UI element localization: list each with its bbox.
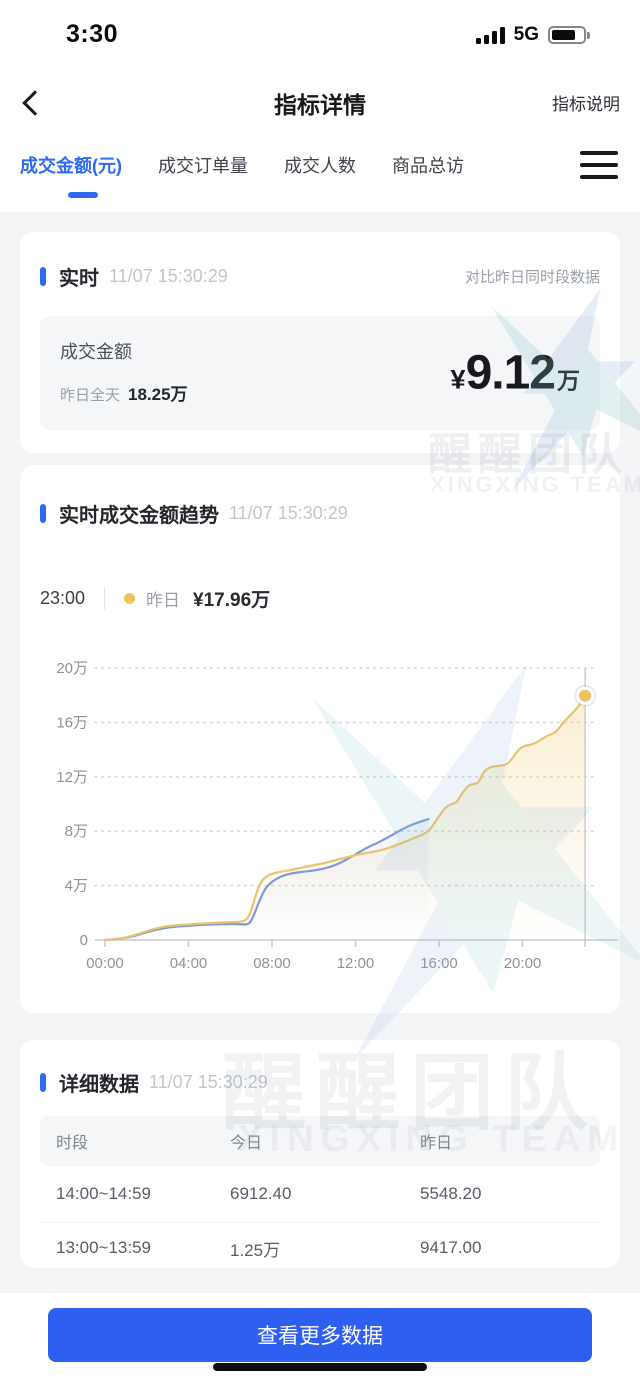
signal-icon <box>475 26 505 44</box>
trend-section-title: 实时成交金额趋势 <box>59 505 219 527</box>
col-header-today: 今日 <box>230 1135 263 1152</box>
trend-line-chart[interactable]: 0 4万 8万 12万 16万 20万 00:00 04:00 08:00 12:00 16:00 2… <box>20 465 620 1013</box>
trend-card: 实时成交金额趋势 11/07 15:30:29 23:00 昨日 ¥17.96万… <box>20 465 620 1013</box>
cell-today: 6912.40 <box>230 1184 292 1203</box>
svg-text:20:00: 20:00 <box>504 955 542 972</box>
metric-box: 成交金额 昨日全天 18.25万 ¥ 9.12 万 <box>40 316 600 430</box>
svg-text:16:00: 16:00 <box>420 955 458 972</box>
svg-text:4万: 4万 <box>65 878 88 895</box>
svg-text:8万: 8万 <box>65 823 88 840</box>
realtime-timestamp: 11/07 15:30:29 <box>109 266 228 286</box>
nav-header: 指标详情 指标说明 <box>0 70 640 135</box>
svg-text:00:00: 00:00 <box>86 955 124 972</box>
tooltip-time: 23:00 <box>40 588 86 608</box>
tooltip-divider <box>104 587 106 610</box>
col-header-period: 时段 <box>56 1135 89 1152</box>
tab-bar: 成交金额(元) 成交订单量 成交人数 商品总访 <box>0 135 640 212</box>
metric-label: 成交金额 <box>60 342 132 362</box>
active-tab-indicator <box>68 192 98 198</box>
tab-deal-amount[interactable]: 成交金额(元) <box>20 156 122 176</box>
svg-text:12:00: 12:00 <box>337 955 375 972</box>
realtime-card: 实时 11/07 15:30:29 对比昨日同时段数据 成交金额 昨日全天 18… <box>20 232 620 453</box>
battery-icon <box>548 26 590 44</box>
view-more-data-button[interactable]: 查看更多数据 <box>48 1308 592 1362</box>
tab-overflow-menu-button[interactable] <box>556 135 640 205</box>
svg-text:04:00: 04:00 <box>170 955 208 972</box>
yesterday-value: 18.25万 <box>128 385 188 404</box>
home-indicator <box>213 1363 427 1371</box>
cell-yesterday: 5548.20 <box>420 1184 482 1203</box>
footer: 查看更多数据 <box>0 1293 640 1385</box>
network-label: 5G <box>513 24 539 45</box>
chart-tooltip: 23:00 昨日 ¥17.96万 <box>40 585 270 612</box>
page-title: 指标详情 <box>274 92 366 118</box>
yesterday-label: 昨日全天 <box>60 387 121 404</box>
svg-text:20万: 20万 <box>56 660 88 677</box>
metric-value: ¥ 9.12 万 <box>451 346 580 401</box>
metric-help-link[interactable]: 指标说明 <box>552 95 620 114</box>
cell-today: 1.25万 <box>230 1240 281 1260</box>
cell-period: 13:00~13:59 <box>56 1238 152 1257</box>
detail-timestamp: 11/07 15:30:29 <box>149 1072 268 1092</box>
table-header: 时段 今日 昨日 <box>40 1116 600 1166</box>
table-row: 14:00~14:59 6912.40 5548.20 <box>40 1166 600 1222</box>
tab-buyer-count[interactable]: 成交人数 <box>284 156 356 176</box>
cell-yesterday: 9417.00 <box>420 1238 482 1257</box>
status-bar: 3:30 5G <box>0 0 640 70</box>
detail-section-title: 详细数据 <box>59 1074 139 1096</box>
detail-card: 详细数据 11/07 15:30:29 时段 今日 昨日 14:00~14:59… <box>20 1040 620 1268</box>
section-pill <box>40 504 46 523</box>
yesterday-series-dot-icon <box>124 593 136 604</box>
section-pill <box>40 1073 46 1092</box>
menu-icon <box>580 151 618 187</box>
tab-order-count[interactable]: 成交订单量 <box>158 156 248 176</box>
tooltip-value: ¥17.96万 <box>193 590 271 611</box>
section-pill <box>40 267 46 286</box>
svg-text:0: 0 <box>80 932 88 949</box>
table-row: 13:00~13:59 1.25万 9417.00 <box>40 1222 600 1268</box>
cell-period: 14:00~14:59 <box>56 1184 152 1203</box>
svg-text:08:00: 08:00 <box>253 955 291 972</box>
svg-text:12万: 12万 <box>56 769 88 786</box>
value-unit: 万 <box>557 367 580 394</box>
svg-text:16万: 16万 <box>56 714 88 731</box>
clock: 3:30 <box>66 20 119 48</box>
tab-product-visits[interactable]: 商品总访 <box>392 156 464 176</box>
realtime-section-title: 实时 <box>59 268 99 290</box>
tooltip-series-name: 昨日 <box>146 591 181 610</box>
currency-symbol: ¥ <box>450 364 466 395</box>
value-number: 9.12 <box>465 346 556 400</box>
trend-timestamp: 11/07 15:30:29 <box>229 503 348 523</box>
col-header-yesterday: 昨日 <box>420 1135 453 1152</box>
compare-note: 对比昨日同时段数据 <box>464 269 600 286</box>
